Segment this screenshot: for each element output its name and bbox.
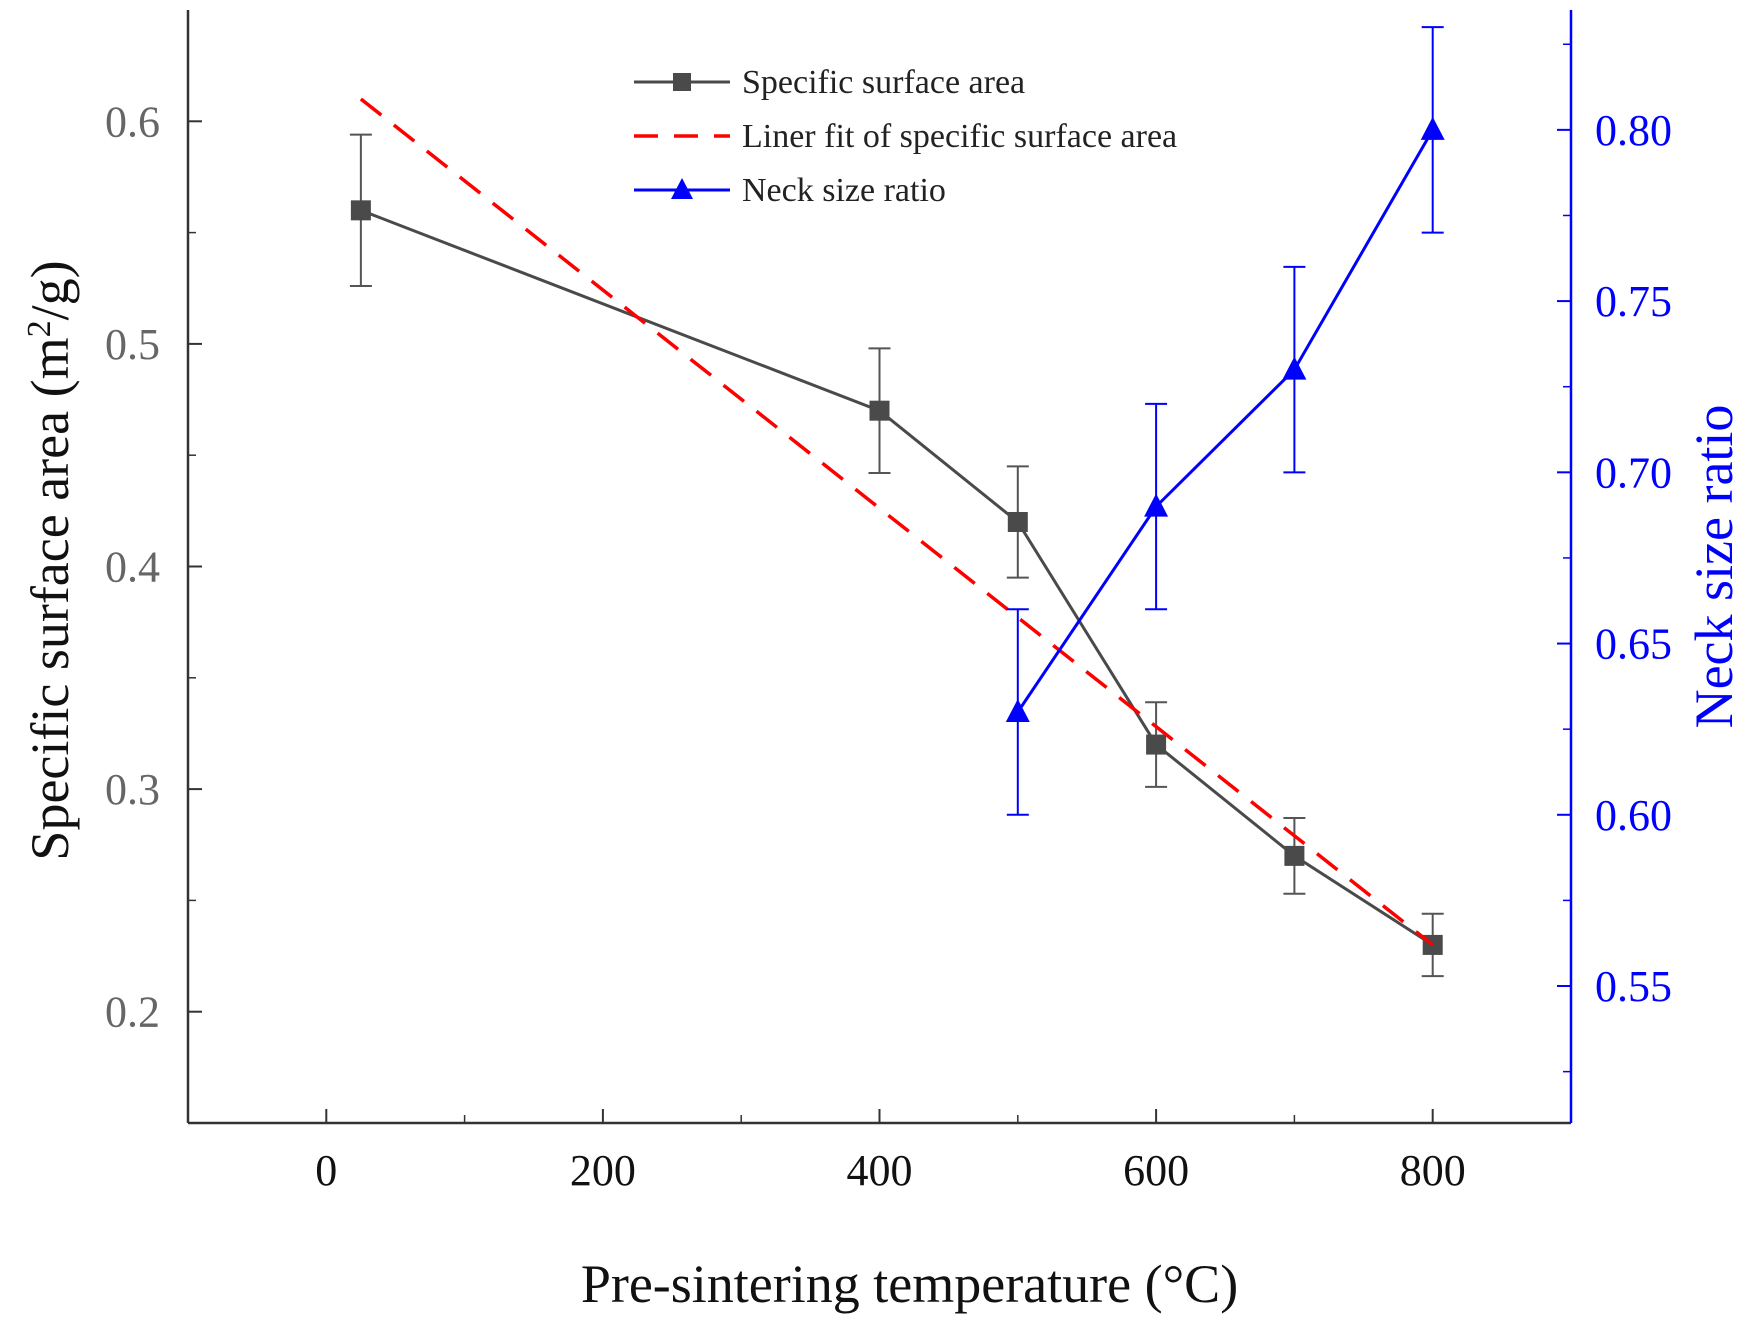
y-axis-title: Specific surface area (m2/g)	[20, 260, 80, 860]
data-point-square	[869, 400, 890, 421]
data-point-triangle	[1282, 356, 1307, 380]
y-axis-title-tail: /g)	[20, 260, 80, 320]
y2-tick-label: 0.65	[1595, 620, 1672, 669]
x-tick-label: 400	[847, 1146, 913, 1195]
legend-label: Liner fit of specific surface area	[742, 118, 1177, 155]
series-line	[1016, 129, 1434, 713]
x-tick-label: 200	[570, 1146, 636, 1195]
legend-square-marker	[673, 73, 691, 91]
y2-tick-label: 0.55	[1595, 962, 1672, 1011]
y-tick-label: 0.2	[105, 988, 160, 1037]
data-point-triangle	[1005, 699, 1030, 723]
series-line	[360, 208, 1434, 947]
data-point-square	[1146, 734, 1167, 755]
x-tick-label: 600	[1123, 1146, 1189, 1195]
y2-axis-title: Neck size ratio	[1684, 405, 1744, 729]
series-1-group	[359, 97, 1434, 947]
data-point-triangle	[1420, 116, 1445, 140]
y-tick-label: 0.4	[105, 543, 160, 592]
series-2-group	[1005, 26, 1445, 816]
y2-tick-label: 0.80	[1595, 106, 1672, 155]
y2-tick-label: 0.60	[1595, 791, 1672, 840]
legend: Specific surface area Liner fit of specif…	[634, 64, 1177, 209]
series-line	[359, 97, 1434, 947]
y-axis-title-main: Specific surface area (m	[20, 337, 80, 860]
data-point-square	[350, 200, 371, 221]
y2-tick-label: 0.75	[1595, 277, 1672, 326]
y2-tick-label: 0.70	[1595, 448, 1672, 497]
legend-label: Specific surface area	[742, 64, 1025, 101]
y-axis-title-sup: 2	[21, 320, 58, 337]
data-point-triangle	[1144, 493, 1169, 517]
x-tick-label: 0	[315, 1146, 337, 1195]
data-point-square	[1007, 511, 1028, 532]
y-tick-label: 0.6	[105, 97, 160, 146]
series-0-group	[349, 133, 1444, 978]
x-axis-title: Pre-sintering temperature (°C)	[581, 1254, 1238, 1314]
y-tick-label: 0.3	[105, 765, 160, 814]
legend-label: Neck size ratio	[742, 172, 946, 209]
legend-triangle-marker	[671, 178, 693, 199]
data-point-square	[1284, 845, 1305, 866]
y-tick-label: 0.5	[105, 320, 160, 369]
x-tick-label: 800	[1400, 1146, 1466, 1195]
